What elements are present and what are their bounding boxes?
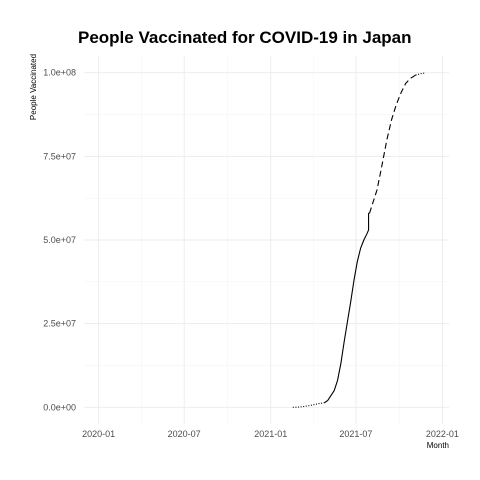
x-tick-label: 2022-01 (426, 429, 459, 439)
y-tick-label: 5.0e+07 (43, 235, 76, 245)
y-tick-labels: 0.0e+00 2.5e+07 5.0e+07 7.5e+07 1.0e+08 (43, 68, 76, 413)
series-line-dashed (368, 74, 416, 214)
y-axis-label: People Vaccinated (29, 54, 38, 120)
x-tick-label: 2021-07 (339, 429, 372, 439)
y-tick-label: 0.0e+00 (43, 402, 76, 412)
data-lines (292, 72, 426, 408)
x-tick-label: 2021-01 (254, 429, 287, 439)
series-line-dotted (415, 72, 426, 76)
y-tick-label: 2.5e+07 (43, 319, 76, 329)
x-tick-label: 2020-01 (82, 429, 115, 439)
x-tick-labels: 2020-01 2020-07 2021-01 2021-07 2022-01 (82, 429, 459, 439)
series-line-dotted (292, 402, 325, 408)
series-line-solid (324, 212, 370, 404)
grid (84, 56, 449, 424)
y-tick-label: 1.0e+08 (43, 68, 76, 78)
y-tick-label: 7.5e+07 (43, 151, 76, 161)
chart-title: People Vaccinated for COVID-19 in Japan (78, 28, 412, 47)
x-tick-label: 2020-07 (168, 429, 201, 439)
x-axis-label: Month (427, 441, 449, 450)
